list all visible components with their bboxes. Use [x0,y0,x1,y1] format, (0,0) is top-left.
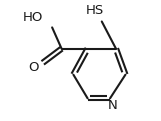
Text: HS: HS [85,4,104,17]
Text: O: O [28,61,38,74]
Text: N: N [108,99,117,112]
Text: HO: HO [23,11,43,24]
